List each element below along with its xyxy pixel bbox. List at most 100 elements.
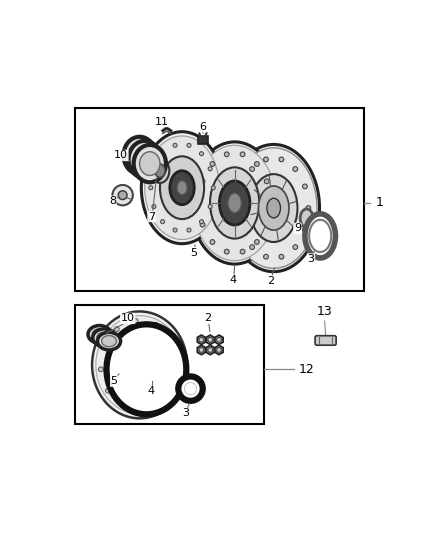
- Ellipse shape: [151, 158, 170, 183]
- Polygon shape: [206, 345, 214, 354]
- Circle shape: [173, 381, 177, 385]
- Ellipse shape: [305, 214, 336, 258]
- Ellipse shape: [134, 145, 166, 182]
- Ellipse shape: [92, 311, 187, 418]
- Circle shape: [208, 348, 212, 352]
- Circle shape: [173, 228, 177, 232]
- Circle shape: [240, 249, 245, 254]
- Circle shape: [199, 220, 204, 224]
- Ellipse shape: [309, 220, 331, 252]
- Circle shape: [293, 167, 298, 172]
- Circle shape: [208, 167, 212, 171]
- Circle shape: [199, 337, 204, 342]
- Ellipse shape: [129, 143, 150, 167]
- Circle shape: [197, 200, 201, 205]
- Circle shape: [210, 161, 215, 166]
- Circle shape: [121, 403, 126, 408]
- Circle shape: [306, 206, 311, 211]
- Text: 10: 10: [114, 150, 128, 160]
- Text: 3: 3: [182, 408, 189, 418]
- Circle shape: [211, 185, 215, 190]
- Polygon shape: [215, 345, 223, 354]
- Ellipse shape: [88, 326, 111, 343]
- Circle shape: [250, 167, 254, 172]
- Ellipse shape: [97, 332, 112, 343]
- Text: 3: 3: [307, 254, 314, 264]
- Circle shape: [187, 228, 191, 232]
- Circle shape: [279, 157, 284, 162]
- Circle shape: [210, 240, 215, 244]
- Circle shape: [254, 240, 259, 244]
- Circle shape: [161, 152, 165, 156]
- Ellipse shape: [124, 137, 156, 174]
- Text: 13: 13: [317, 305, 332, 318]
- Circle shape: [133, 319, 138, 324]
- Text: 12: 12: [299, 363, 315, 376]
- Circle shape: [161, 220, 165, 224]
- Circle shape: [187, 143, 191, 147]
- Circle shape: [224, 152, 229, 157]
- Text: 9: 9: [294, 223, 301, 233]
- Circle shape: [199, 348, 204, 352]
- Circle shape: [160, 398, 165, 403]
- Circle shape: [264, 254, 268, 259]
- Circle shape: [240, 152, 245, 157]
- Circle shape: [152, 167, 156, 171]
- Ellipse shape: [210, 167, 259, 239]
- Circle shape: [254, 161, 259, 166]
- Circle shape: [99, 367, 103, 372]
- Text: 8: 8: [109, 196, 116, 206]
- Ellipse shape: [267, 198, 280, 218]
- Ellipse shape: [230, 148, 317, 268]
- Text: 2: 2: [267, 276, 274, 286]
- Ellipse shape: [93, 329, 116, 346]
- Ellipse shape: [178, 376, 203, 401]
- Circle shape: [118, 191, 127, 199]
- Ellipse shape: [170, 171, 194, 205]
- Circle shape: [113, 185, 133, 205]
- Circle shape: [268, 200, 273, 205]
- Ellipse shape: [106, 324, 186, 414]
- Circle shape: [217, 337, 222, 342]
- Text: 4: 4: [148, 386, 155, 397]
- Circle shape: [173, 143, 177, 147]
- Ellipse shape: [160, 156, 204, 219]
- Ellipse shape: [98, 332, 120, 350]
- Ellipse shape: [134, 148, 155, 172]
- Ellipse shape: [102, 336, 117, 347]
- Text: 4: 4: [230, 275, 237, 285]
- Ellipse shape: [129, 141, 161, 178]
- Text: 6: 6: [199, 122, 206, 132]
- Ellipse shape: [300, 209, 313, 228]
- Circle shape: [279, 254, 284, 259]
- Ellipse shape: [155, 164, 165, 177]
- Circle shape: [208, 205, 212, 208]
- Circle shape: [217, 348, 222, 352]
- Bar: [75, 108, 364, 291]
- Polygon shape: [197, 335, 205, 344]
- Text: 5: 5: [111, 376, 118, 386]
- Text: 10: 10: [121, 313, 135, 324]
- Circle shape: [208, 337, 212, 342]
- Text: 11: 11: [155, 117, 169, 126]
- Ellipse shape: [228, 144, 319, 272]
- FancyBboxPatch shape: [315, 336, 336, 345]
- Text: 1: 1: [375, 197, 383, 209]
- Polygon shape: [206, 335, 214, 344]
- Text: 5: 5: [191, 248, 198, 258]
- Circle shape: [264, 157, 268, 162]
- Ellipse shape: [92, 329, 107, 340]
- Polygon shape: [215, 335, 223, 344]
- Circle shape: [184, 383, 197, 395]
- Ellipse shape: [193, 146, 276, 261]
- Ellipse shape: [96, 316, 184, 414]
- Circle shape: [149, 185, 153, 190]
- Circle shape: [200, 222, 205, 227]
- Circle shape: [169, 337, 174, 342]
- Circle shape: [293, 245, 298, 249]
- Circle shape: [152, 205, 156, 208]
- Ellipse shape: [191, 142, 279, 264]
- Circle shape: [102, 344, 106, 349]
- Circle shape: [176, 358, 181, 363]
- Text: 7: 7: [148, 212, 155, 222]
